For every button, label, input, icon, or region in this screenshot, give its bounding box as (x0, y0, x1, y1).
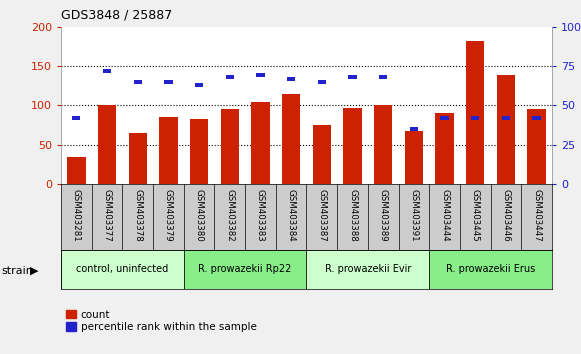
Text: GSM403388: GSM403388 (348, 189, 357, 242)
Text: GSM403384: GSM403384 (286, 189, 296, 242)
Bar (318, 80, 326, 84)
Bar (404, 131, 423, 184)
Bar (164, 80, 173, 84)
Bar (67, 156, 85, 184)
Bar (429, 250, 552, 289)
Text: GSM403377: GSM403377 (102, 189, 112, 242)
Bar (343, 108, 362, 184)
Text: GSM403446: GSM403446 (501, 189, 511, 242)
Text: GSM403382: GSM403382 (225, 189, 234, 242)
Text: GSM403387: GSM403387 (317, 189, 327, 242)
Text: GSM403389: GSM403389 (379, 189, 388, 242)
Bar (98, 104, 116, 184)
Bar (497, 75, 515, 184)
Text: GSM403281: GSM403281 (72, 189, 81, 242)
Bar (225, 75, 234, 79)
Text: GSM403447: GSM403447 (532, 189, 541, 242)
Bar (307, 250, 429, 289)
Bar (410, 127, 418, 131)
Text: GSM403380: GSM403380 (195, 189, 203, 242)
Bar (374, 104, 392, 184)
Bar (103, 69, 111, 73)
Text: GSM403383: GSM403383 (256, 189, 265, 242)
Text: R. prowazekii Rp22: R. prowazekii Rp22 (199, 264, 292, 274)
Text: GSM403444: GSM403444 (440, 189, 449, 242)
Bar (61, 250, 184, 289)
Bar (528, 109, 546, 184)
Text: GDS3848 / 25887: GDS3848 / 25887 (61, 9, 172, 22)
Bar (502, 116, 510, 120)
Bar (134, 80, 142, 84)
Bar (282, 93, 300, 184)
Bar (532, 116, 541, 120)
Text: control, uninfected: control, uninfected (76, 264, 168, 274)
Text: strain: strain (1, 266, 33, 276)
Bar (313, 125, 331, 184)
Text: ▶: ▶ (30, 266, 39, 276)
Text: GSM403391: GSM403391 (410, 189, 418, 242)
Bar (190, 120, 208, 184)
Bar (471, 116, 479, 120)
Text: R. prowazekii Erus: R. prowazekii Erus (446, 264, 535, 274)
Bar (72, 116, 81, 120)
Text: GSM403378: GSM403378 (133, 189, 142, 242)
Text: R. prowazekii Evir: R. prowazekii Evir (325, 264, 411, 274)
Text: GSM403445: GSM403445 (471, 189, 480, 242)
Bar (435, 113, 454, 184)
Bar (466, 41, 485, 184)
Bar (256, 73, 264, 78)
Legend: count, percentile rank within the sample: count, percentile rank within the sample (66, 310, 257, 332)
Bar (349, 75, 357, 79)
Bar (128, 133, 147, 184)
Bar (287, 76, 295, 80)
Bar (251, 102, 270, 184)
Bar (195, 83, 203, 87)
Bar (379, 75, 388, 79)
Text: GSM403379: GSM403379 (164, 189, 173, 242)
Bar (221, 109, 239, 184)
Bar (184, 250, 307, 289)
Bar (159, 117, 178, 184)
Bar (440, 116, 449, 120)
